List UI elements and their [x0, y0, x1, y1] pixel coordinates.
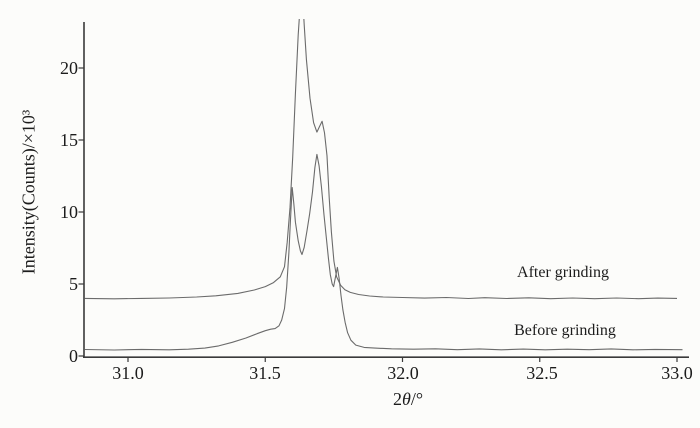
- y-tick-label: 20: [60, 58, 78, 78]
- x-tick-label: 31.0: [112, 363, 144, 383]
- y-tick-label: 5: [69, 274, 78, 294]
- curve-before-grinding: [84, 153, 683, 351]
- y-tick-label: 15: [60, 130, 78, 150]
- x-axis-label: 2θ/°: [392, 389, 424, 409]
- y-tick-label: 10: [60, 202, 78, 222]
- x-tick-label: 32.0: [387, 363, 419, 383]
- theta-symbol: θ: [401, 389, 411, 409]
- x-tick-label: 31.5: [249, 363, 281, 383]
- y-axis-label: Intensity(Counts)/×10³: [18, 109, 39, 275]
- curve-after-grinding: [84, 19, 678, 300]
- x-tick-label: 32.5: [526, 363, 558, 383]
- y-tick-label: 0: [69, 346, 78, 366]
- annotation-after-grinding: After grinding: [517, 264, 609, 281]
- annotation-before-grinding: Before grinding: [514, 322, 616, 339]
- x-tick-label: 33.0: [661, 363, 693, 383]
